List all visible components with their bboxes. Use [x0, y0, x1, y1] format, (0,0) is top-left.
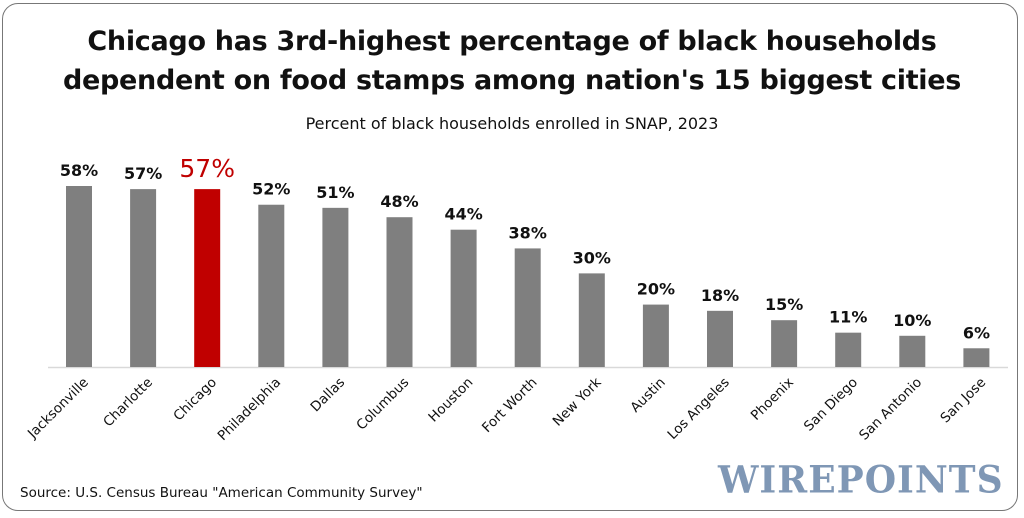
x-tick-label: Austin: [627, 375, 668, 416]
brand-logo: WIREPOINTS: [718, 457, 1004, 503]
x-tick-label: Charlotte: [100, 375, 156, 431]
data-label: 11%: [829, 308, 867, 327]
bar-dallas: [322, 207, 349, 367]
data-label: 20%: [637, 280, 675, 299]
x-tick-label: Fort Worth: [479, 375, 540, 436]
x-tick-label: Houston: [425, 375, 476, 426]
bar-jacksonville: [66, 186, 92, 367]
data-label: 38%: [509, 223, 547, 242]
data-label: 57%: [124, 164, 162, 183]
x-tick-label: Columbus: [353, 375, 412, 434]
data-label: 58%: [60, 161, 98, 180]
bar-san-diego: [835, 332, 862, 367]
bar-fort-worth: [514, 248, 541, 367]
x-tick-label: Los Angeles: [665, 375, 733, 443]
source-note: Source: U.S. Census Bureau "American Com…: [20, 485, 423, 501]
data-label: 57%: [179, 154, 235, 183]
chart-frame: [2, 3, 1018, 511]
bar-san-jose: [963, 348, 990, 367]
bar-san-antonio: [899, 335, 926, 367]
chart-title-line-1: Chicago has 3rd-highest percentage of bl…: [87, 26, 937, 57]
bar-austin: [642, 304, 669, 367]
x-tick-label: Philadelphia: [215, 375, 284, 444]
data-label: 10%: [893, 311, 931, 330]
x-tick-label: Dallas: [308, 375, 349, 416]
chart-title-line-2: dependent on food stamps among nation's …: [62, 65, 962, 96]
data-label: 44%: [444, 205, 482, 224]
x-tick-label: San Diego: [801, 375, 861, 435]
bar-los-angeles: [707, 310, 733, 367]
bar-chicago: [194, 189, 221, 367]
bar-new-york: [578, 273, 605, 367]
bar-columbus: [386, 217, 413, 367]
bar-charlotte: [130, 189, 157, 367]
bar-philadelphia: [258, 204, 285, 367]
data-label: 30%: [573, 248, 611, 267]
chart-subtitle: Percent of black households enrolled in …: [305, 114, 719, 133]
x-tick-label: New York: [550, 374, 605, 429]
data-label: 52%: [252, 180, 290, 199]
x-tick-label: Chicago: [170, 375, 220, 425]
x-tick-label: Jacksonville: [24, 375, 92, 443]
data-label: 6%: [963, 323, 990, 342]
x-tick-label: San Antonio: [856, 375, 925, 444]
chart-title: Chicago has 3rd-highest percentage of bl…: [0, 22, 1024, 100]
x-tick-label: Phoenix: [748, 375, 797, 424]
bar-houston: [450, 229, 477, 367]
x-tick-label: San Jose: [937, 375, 989, 427]
data-label: 51%: [316, 183, 354, 202]
bar-phoenix: [771, 320, 798, 367]
data-label: 18%: [701, 286, 739, 305]
data-label: 48%: [380, 192, 418, 211]
data-label: 15%: [765, 295, 803, 314]
